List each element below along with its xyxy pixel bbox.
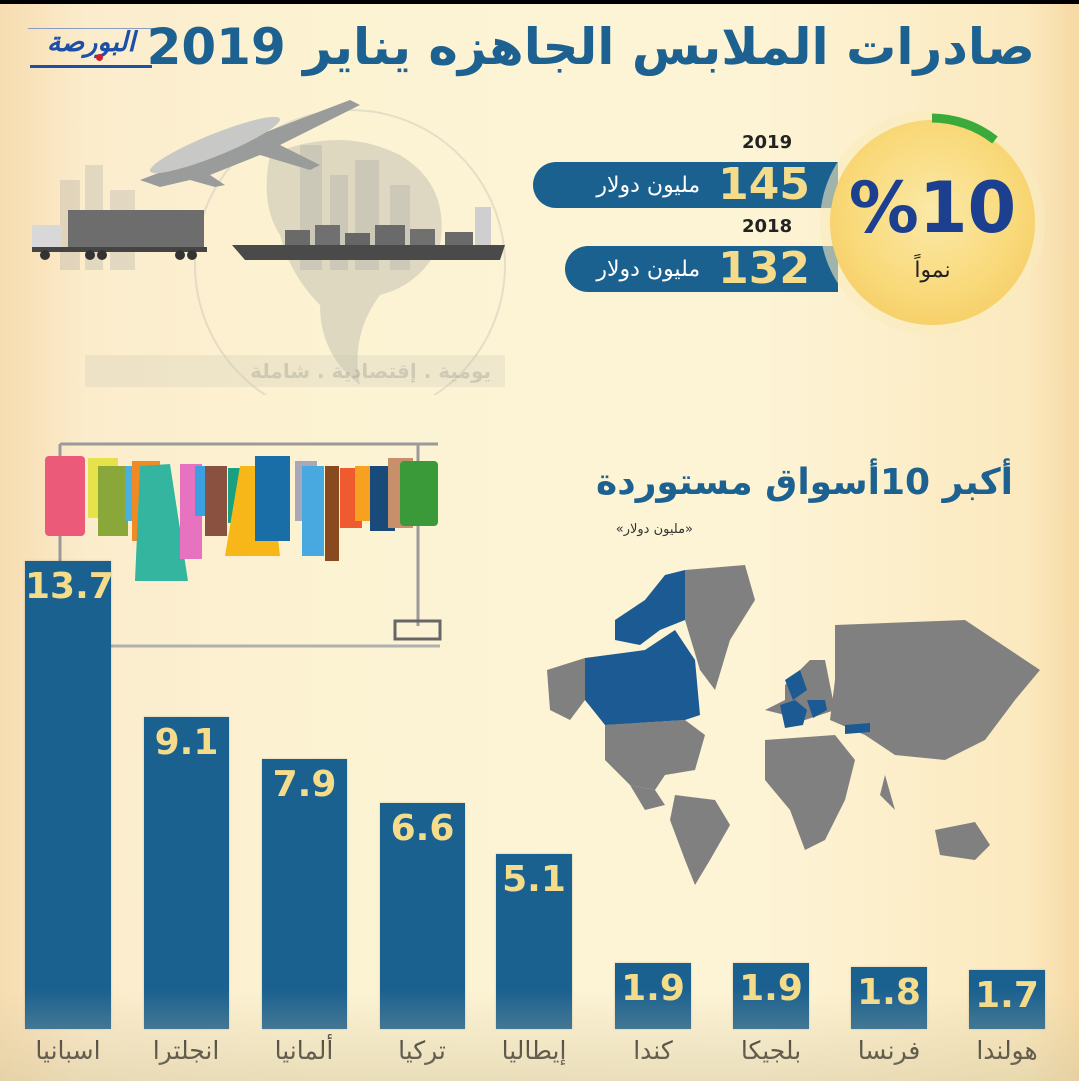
growth-badge: %10 نمواً <box>830 120 1035 325</box>
bar-value: 13.7 <box>25 566 114 607</box>
bar-germany: 7.9 <box>262 759 347 1029</box>
logo-text: البورصة <box>46 27 136 58</box>
stat-2018-value: 132 <box>718 243 810 294</box>
map-land <box>547 565 1040 885</box>
airplane-icon <box>140 100 360 187</box>
bar-spain: 13.7 <box>25 561 114 1029</box>
bottom-shade <box>0 990 1079 1081</box>
growth-label: نمواً <box>914 258 951 283</box>
year-2018-label: 2018 <box>742 216 793 237</box>
bar-value: 6.6 <box>390 808 455 849</box>
watermark-tagline: يومية . إقتصادية . شاملة <box>85 355 505 387</box>
map-highlight-countries <box>585 570 870 734</box>
logo-strip <box>28 28 154 32</box>
bar-value: 9.1 <box>154 722 219 763</box>
hanging-clothes <box>45 456 438 581</box>
bar-value: 7.9 <box>272 764 337 805</box>
stat-2019-value: 145 <box>718 159 810 210</box>
growth-value: %10 <box>848 167 1017 249</box>
world-map <box>547 565 1040 885</box>
bar-england: 9.1 <box>144 717 229 1029</box>
page-title: صادرات الملابس الجاهزه يناير 2019 <box>146 18 1035 76</box>
publisher-logo: البورصة <box>26 28 156 68</box>
stat-2018-unit: مليون دولار <box>596 256 701 282</box>
section-unit-note: «مليون دولار» <box>615 522 693 537</box>
truck-icon <box>32 210 207 260</box>
cargo-ship-icon <box>232 207 505 260</box>
top-border <box>0 0 1079 4</box>
section-title: أكبر 10أسواق مستوردة <box>595 462 1013 503</box>
stat-2019: 145 مليون دولار <box>533 162 838 208</box>
bar-value: 5.1 <box>502 859 566 900</box>
stat-2019-unit: مليون دولار <box>596 172 701 198</box>
growth-arc-icon <box>931 113 998 144</box>
transport-illustration <box>32 100 506 395</box>
clothes-rack-illustration <box>45 442 442 648</box>
year-2019-label: 2019 <box>742 132 793 153</box>
stat-2018: 132 مليون دولار <box>565 246 838 292</box>
logo-dot <box>96 54 103 61</box>
logo-underline <box>30 65 152 68</box>
